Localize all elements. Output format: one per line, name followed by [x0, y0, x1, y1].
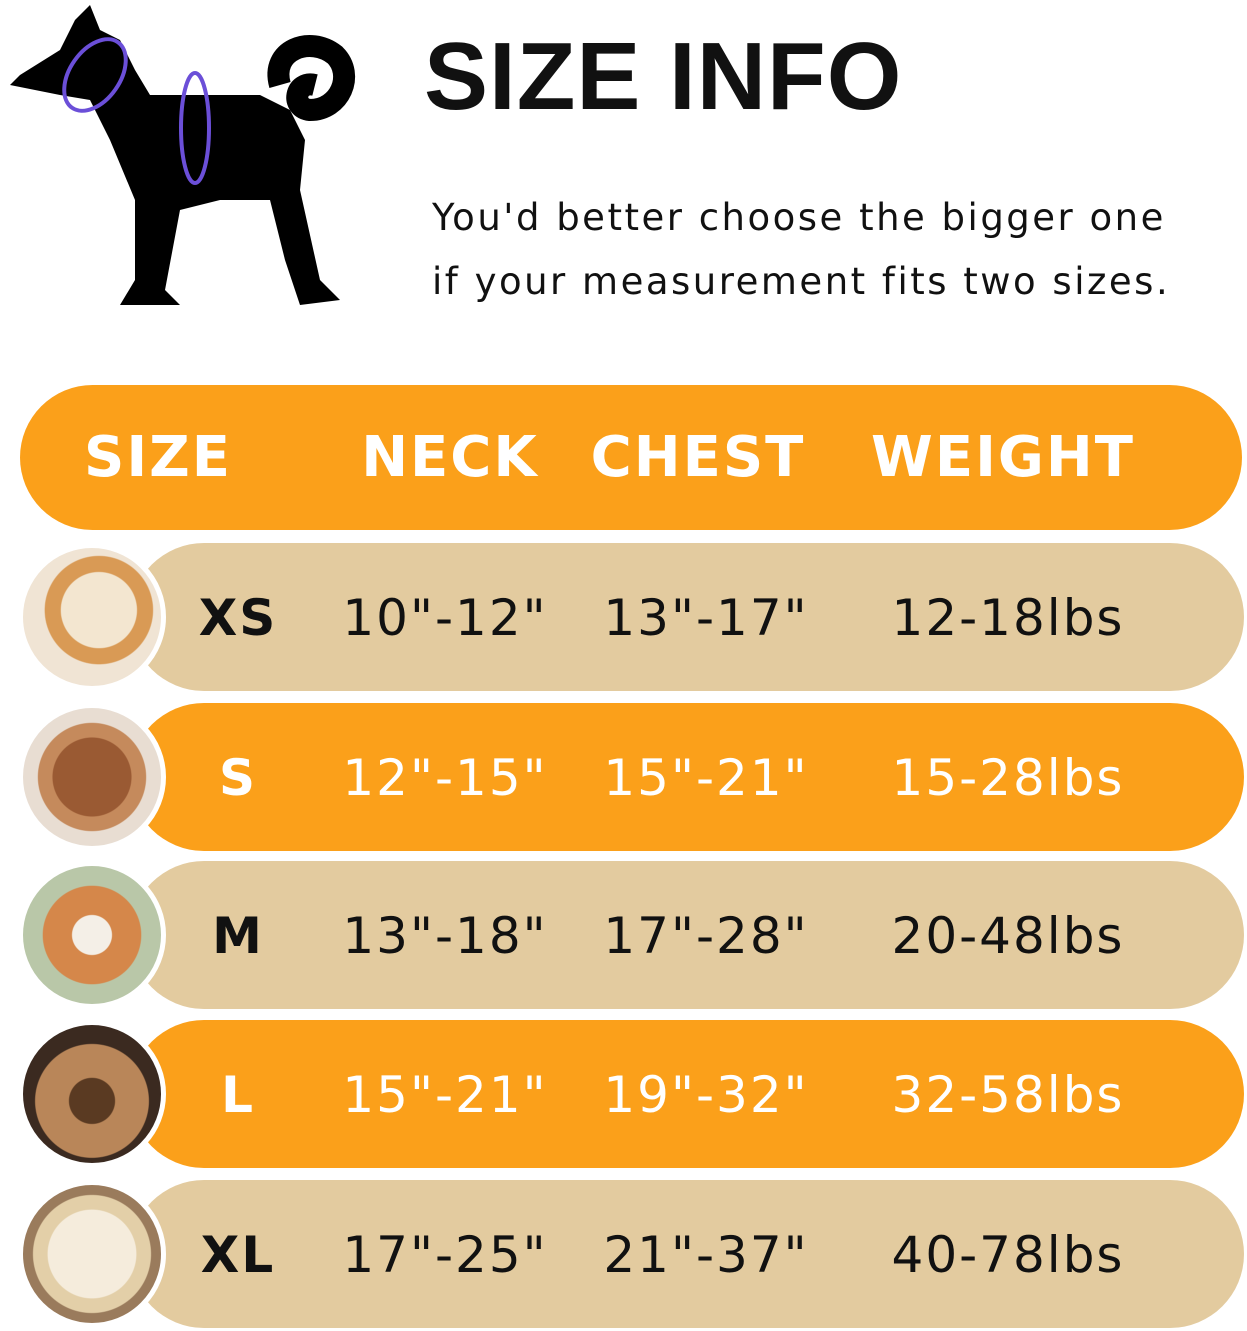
neck-cell: 10"-12"	[342, 589, 548, 647]
row-background	[130, 543, 1244, 691]
neck-cell: 17"-25"	[342, 1226, 548, 1284]
table-row: S 12"-15" 15"-21" 15-28lbs	[18, 703, 1244, 851]
table-header: SIZE NECK CHEST WEIGHT	[20, 385, 1242, 530]
size-cell: L	[221, 1066, 255, 1124]
french-bulldog-photo	[18, 1020, 166, 1168]
page-title: SIZE INFO	[424, 23, 903, 130]
chest-cell: 21"-37"	[603, 1226, 809, 1284]
row-background	[130, 1020, 1244, 1168]
chest-cell: 17"-28"	[603, 907, 809, 965]
size-cell: S	[218, 749, 258, 807]
header-neck: NECK	[361, 425, 539, 490]
shiba-inu-photo	[18, 861, 166, 1009]
row-background	[130, 861, 1244, 1009]
labrador-photo	[18, 1180, 166, 1328]
neck-cell: 12"-15"	[342, 749, 548, 807]
chest-cell: 19"-32"	[603, 1066, 809, 1124]
chest-cell: 13"-17"	[603, 589, 809, 647]
size-cell: XS	[198, 589, 278, 647]
poodle-photo	[18, 703, 166, 851]
neck-cell: 15"-21"	[342, 1066, 548, 1124]
size-cell: M	[212, 907, 264, 965]
pomeranian-photo	[18, 543, 166, 691]
weight-cell: 32-58lbs	[891, 1066, 1125, 1124]
chest-cell: 15"-21"	[603, 749, 809, 807]
weight-cell: 15-28lbs	[891, 749, 1125, 807]
header-size: SIZE	[83, 425, 233, 490]
subtitle-line: if your measurement fits two sizes.	[432, 260, 1171, 303]
table-row: XS 10"-12" 13"-17" 12-18lbs	[18, 543, 1244, 691]
header-chest: CHEST	[590, 425, 806, 490]
weight-cell: 40-78lbs	[891, 1226, 1125, 1284]
row-background	[130, 1180, 1244, 1328]
dog-measurement-icon	[10, 5, 356, 305]
neck-cell: 13"-18"	[342, 907, 548, 965]
row-background	[130, 703, 1244, 851]
size-cell: XL	[200, 1226, 276, 1284]
subtitle: You'd better choose the bigger one if yo…	[432, 186, 1170, 314]
table-row: XL 17"-25" 21"-37" 40-78lbs	[18, 1180, 1244, 1328]
weight-cell: 12-18lbs	[891, 589, 1125, 647]
weight-cell: 20-48lbs	[891, 907, 1125, 965]
table-row: L 15"-21" 19"-32" 32-58lbs	[18, 1020, 1244, 1168]
subtitle-line: You'd better choose the bigger one	[432, 196, 1166, 239]
header-weight: WEIGHT	[871, 425, 1135, 490]
table-row: M 13"-18" 17"-28" 20-48lbs	[18, 861, 1244, 1009]
